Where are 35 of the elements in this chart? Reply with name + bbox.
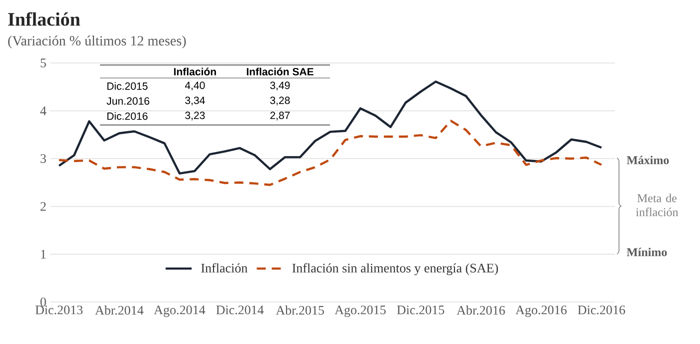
x-tick-label: Ago.2014: [154, 306, 206, 317]
annotation: Dic.2016: [107, 112, 148, 120]
annotation: 2,87: [270, 112, 290, 120]
x-tick-label: Ago.2015: [334, 306, 386, 317]
text: Mínimo: [626, 248, 667, 256]
y-tick-label: 0: [40, 298, 46, 306]
y-tick-label: 5: [40, 58, 46, 68]
annotation: 3,49: [270, 82, 290, 90]
annotation: Dic.2015: [107, 82, 148, 90]
annotation: Jun.2016: [106, 97, 150, 105]
annotation: Inflación: [174, 68, 216, 76]
x-tick-label: Abr.2016: [456, 306, 505, 315]
annotation: 3,28: [270, 96, 290, 106]
x-tick-label: Ago.2016: [516, 306, 567, 317]
x-tick-label: Dic.2014: [216, 306, 264, 314]
legend-label: Inflación: [201, 263, 248, 272]
line-series: [58, 80, 603, 175]
x-tick-label: Dic.2016: [578, 306, 626, 314]
chart-subtitle: (Variación % últimos 12 meses): [8, 36, 186, 48]
annotation: 3,34: [185, 96, 205, 106]
y-tick-label: 1: [41, 250, 46, 258]
text: Meta de inflación: [636, 194, 678, 216]
x-tick-label: Dic.2015: [397, 306, 444, 314]
annotation: 3,23: [185, 112, 205, 120]
x-tick-label: Dic.2013: [35, 306, 83, 314]
chart-title: Inflación: [8, 12, 80, 26]
x-tick-label: Abr.2015: [276, 306, 324, 315]
legend-label: Inflación sin alimentos y energía (SAE): [292, 263, 498, 276]
y-tick-label: 2: [40, 202, 46, 211]
annotation: 4,40: [185, 82, 205, 90]
y-tick-label: 3: [40, 154, 46, 163]
text: Máximo: [626, 156, 669, 164]
y-tick-label: 4: [40, 106, 46, 116]
x-tick-label: Abr.2014: [95, 306, 144, 315]
annotation: Inflación SAE: [246, 68, 314, 76]
